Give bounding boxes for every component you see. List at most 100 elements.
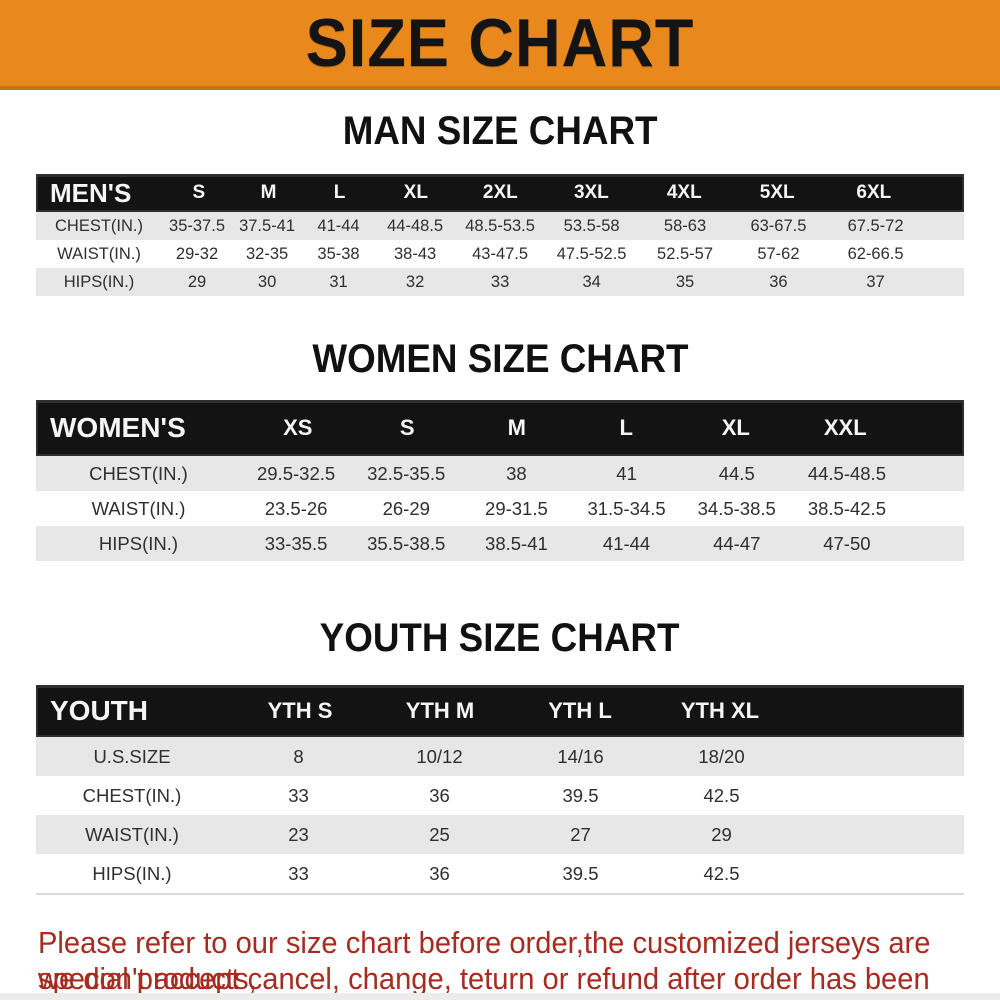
cell-value: 29-32: [175, 244, 219, 263]
cell-value: 36: [429, 784, 450, 806]
youth-column-header-0: YTH S: [267, 698, 333, 723]
cell-value: 42.5: [703, 862, 740, 884]
cell-value: 36: [429, 862, 450, 884]
cell-value: 29: [711, 823, 732, 845]
cell-value: 35-37.5: [169, 216, 225, 235]
youth-column-header-1: YTH M: [405, 698, 475, 723]
cell-value: 25: [429, 823, 450, 845]
cell-value: 31.5-34.5: [587, 497, 666, 519]
womens-column-header-1: S: [399, 415, 415, 440]
cell-value: 42.5: [703, 784, 740, 806]
cell-value: 37: [866, 272, 885, 291]
disclaimer-line-2-text: we don't accept cancel, change, teturn o…: [38, 961, 930, 1000]
row-label: CHEST(IN.): [55, 216, 143, 235]
cell-value: 38.5-41: [485, 532, 548, 554]
row-label: CHEST(IN.): [82, 784, 182, 806]
cell-value: 41-44: [602, 532, 651, 554]
row-label: WAIST(IN.): [85, 823, 179, 845]
row-label: HIPS(IN.): [98, 532, 179, 554]
cell-value: 44-48.5: [387, 216, 444, 235]
cell-value: 48.5-53.5: [465, 216, 535, 235]
cell-value: 53.5-58: [563, 216, 620, 235]
mens-column-header-1: M: [260, 182, 277, 203]
womens-column-header-0: XS: [283, 415, 313, 440]
cell-value: 23.5-26: [264, 497, 328, 519]
cell-value: 43-47.5: [472, 244, 529, 263]
womens-column-header-5: XXL: [823, 415, 867, 440]
cell-value: 33: [288, 862, 309, 884]
cell-value: 14/16: [557, 745, 604, 767]
womens-table-row-0: CHEST(IN.) 29.5-32.5 32.5-35.5 38 41 44.5 44.5…: [36, 456, 964, 491]
youth-section-heading: YOUTH SIZE CHART: [0, 617, 1000, 659]
cell-value: 23: [288, 823, 309, 845]
size-chart-banner: SIZE CHART: [0, 0, 1000, 90]
cell-value: 30: [257, 272, 277, 291]
youth-table-row-3: HIPS(IN.) 33 36 39.5 42.5: [36, 854, 964, 893]
cell-value: 35-38: [317, 244, 360, 263]
cell-value: 32.5-35.5: [367, 462, 446, 484]
youth-size-table: YOUTH YTH S YTH M YTH L YTH XL U.S.SIZE 8 10/12…: [36, 685, 964, 895]
cell-value: 34: [582, 272, 601, 291]
bottom-strip: [0, 993, 1000, 1000]
mens-column-header-6: 4XL: [666, 182, 702, 203]
youth-column-header-2: YTH L: [548, 698, 612, 723]
cell-value: 32: [405, 272, 425, 291]
cell-value: 37.5-41: [239, 216, 296, 235]
cell-value: 27: [570, 823, 591, 845]
cell-value: 44-47: [713, 532, 761, 554]
womens-column-header-3: L: [619, 415, 633, 440]
mens-column-header-8: 6XL: [856, 182, 892, 203]
womens-corner-label: WOMEN'S: [50, 412, 186, 443]
cell-value: 8: [293, 745, 304, 767]
cell-value: 29-31.5: [485, 497, 548, 519]
banner-title: SIZE CHART: [305, 5, 695, 81]
row-label: HIPS(IN.): [63, 272, 135, 291]
cell-value: 29.5-32.5: [256, 462, 336, 484]
youth-table-row-1: CHEST(IN.) 33 36 39.5 42.5: [36, 776, 964, 815]
disclaimer-note: Please refer to our size chart before or…: [38, 925, 1000, 1000]
cell-value: 47-50: [823, 532, 871, 554]
cell-value: 38: [506, 462, 527, 484]
youth-section-heading-text: YOUTH SIZE CHART: [320, 616, 680, 660]
womens-table-row-2: HIPS(IN.) 33-35.5 35.5-38.5 38.5-41 41-44 44-…: [36, 526, 964, 561]
mens-column-header-7: 5XL: [759, 182, 795, 203]
womens-size-table: WOMEN'S XS S M L XL XXL CHEST(IN.) 29.5-32.5 32.5…: [36, 400, 964, 561]
cell-value: 44.5: [718, 462, 755, 484]
disclaimer-line-1-text: Please refer to our size chart before or…: [38, 925, 931, 996]
mens-column-header-4: 2XL: [482, 182, 518, 203]
cell-value: 32-35: [245, 244, 289, 263]
youth-column-header-3: YTH XL: [680, 698, 760, 723]
cell-value: 52.5-57: [657, 244, 713, 263]
mens-table-row-1: WAIST(IN.) 29-32 32-35 35-38 38-43 43-47.5 47.…: [36, 240, 964, 268]
cell-value: 44.5-48.5: [807, 462, 886, 484]
cell-value: 63-67.5: [750, 216, 807, 235]
youth-corner-label: YOUTH: [50, 695, 148, 726]
cell-value: 41: [616, 462, 637, 484]
cell-value: 38-43: [394, 244, 437, 263]
cell-value: 67.5-72: [847, 216, 904, 235]
mens-column-header-2: L: [333, 182, 346, 203]
youth-table-row-2: WAIST(IN.) 23 25 27 29: [36, 815, 964, 854]
mens-table-row-0: CHEST(IN.) 35-37.5 37.5-41 41-44 44-48.5 48.5…: [36, 212, 964, 240]
cell-value: 33: [288, 784, 309, 806]
cell-value: 33-35.5: [264, 532, 328, 554]
cell-value: 41-44: [317, 216, 360, 235]
womens-table-row-1: WAIST(IN.) 23.5-26 26-29 29-31.5 31.5-34.5 34…: [36, 491, 964, 526]
cell-value: 47.5-52.5: [556, 244, 627, 263]
mens-column-header-3: XL: [403, 182, 428, 203]
mens-column-header-5: 3XL: [573, 182, 609, 203]
cell-value: 33: [490, 272, 510, 291]
row-label: WAIST(IN.): [57, 244, 141, 263]
disclaimer-line-2: we don't accept cancel, change, teturn o…: [38, 961, 1000, 1000]
cell-value: 10/12: [416, 745, 463, 767]
mens-column-header-0: S: [192, 182, 206, 203]
mens-corner-label: MEN'S: [50, 177, 132, 208]
cell-value: 57-62: [757, 244, 800, 263]
mens-table-row-2: HIPS(IN.) 29 30 31 32 33 34 35 36 37: [36, 268, 964, 296]
mens-size-table: MEN'S S M L XL 2XL 3XL 4XL 5XL 6XL CHEST(IN.) 35-37…: [36, 174, 964, 296]
man-section-heading: MAN SIZE CHART: [0, 110, 1000, 152]
cell-value: 39.5: [562, 784, 599, 806]
cell-value: 34.5-38.5: [697, 497, 776, 519]
cell-value: 36: [769, 272, 788, 291]
womens-column-header-4: XL: [721, 415, 750, 440]
